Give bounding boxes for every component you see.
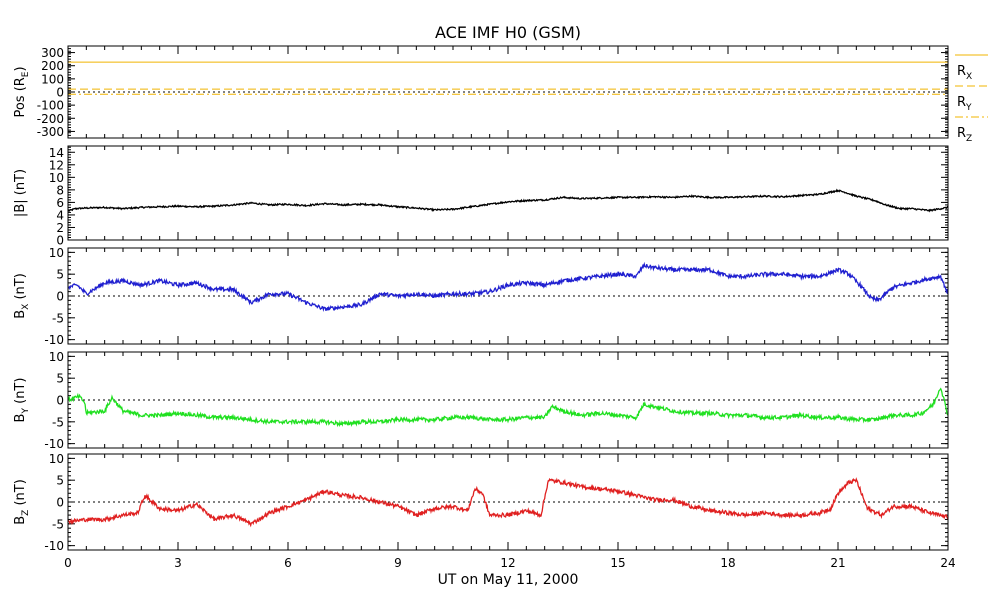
y-tick-label: 10: [49, 350, 64, 364]
y-tick-label: 10: [49, 246, 64, 260]
x-tick-label: 18: [720, 556, 735, 570]
y-tick-label: -300: [37, 125, 64, 139]
legend-label: RZ: [957, 126, 972, 144]
y-tick-label: 2: [56, 221, 64, 235]
y-axis-label: BZ (nT): [13, 479, 31, 525]
panel-bx: -10 -5 0 5 10 BX (nT): [13, 246, 949, 347]
y-tick-label: 0: [56, 394, 64, 408]
x-tick-label: 21: [830, 556, 845, 570]
y-axis-label: BX (nT): [13, 273, 31, 319]
x-tick-label: 15: [610, 556, 625, 570]
y-tick-label: 5: [56, 474, 64, 488]
y-tick-label: 300: [41, 46, 64, 60]
y-tick-label: 0: [56, 290, 64, 304]
y-tick-label: -5: [52, 415, 64, 429]
y-tick-label: 0: [56, 234, 64, 248]
x-axis-label: UT on May 11, 2000: [438, 572, 579, 588]
y-tick-label: 12: [49, 158, 64, 172]
series-line-btot-0: [68, 188, 948, 213]
panel-frame: [67, 145, 949, 241]
y-tick-label: 5: [56, 268, 64, 282]
x-tick-label: 12: [500, 556, 515, 570]
y-tick-label: 0: [56, 86, 64, 100]
y-axis-label: Pos (RE): [13, 66, 31, 117]
y-tick-label: 10: [49, 171, 64, 185]
y-tick-label: 10: [49, 452, 64, 466]
chart-title: ACE IMF H0 (GSM): [435, 23, 581, 42]
y-tick-label: 5: [56, 372, 64, 386]
x-tick-label: 0: [64, 556, 72, 570]
y-tick-label: 4: [56, 208, 64, 222]
panel-frame: [67, 453, 949, 551]
series-line-bx-0: [68, 261, 948, 313]
x-tick-label: 6: [284, 556, 292, 570]
panel-frame: [67, 45, 949, 139]
y-tick-label: -10: [44, 333, 64, 347]
y-axis-label: |B| (nT): [13, 169, 28, 217]
y-tick-label: 8: [56, 183, 64, 197]
series-line-by-0: [68, 387, 948, 428]
y-tick-label: 0: [56, 496, 64, 510]
x-tick-label: 9: [394, 556, 402, 570]
y-tick-label: -200: [37, 112, 64, 126]
y-tick-label: 14: [49, 146, 64, 160]
panel-bz: -10 -5 0 5 10 BZ (nT): [13, 452, 949, 553]
panel-by: -10 -5 0 5 10 BY (nT): [13, 350, 949, 451]
x-tick-label: 3: [174, 556, 182, 570]
series-line-bz-0: [68, 477, 948, 528]
y-tick-label: -100: [37, 99, 64, 113]
panel-frame: [67, 247, 949, 345]
y-tick-label: -10: [44, 539, 64, 553]
legend-label: RX: [957, 64, 972, 82]
x-tick-label: 24: [940, 556, 955, 570]
y-tick-label: -5: [52, 311, 64, 325]
x-axis: 0 3 6 9 12 15 18 21 24: [64, 556, 955, 570]
y-tick-label: 6: [56, 196, 64, 210]
y-axis-label: BY (nT): [13, 378, 31, 423]
y-tick-label: -5: [52, 517, 64, 531]
y-tick-label: 200: [41, 59, 64, 73]
panel-frame: [67, 351, 949, 449]
y-tick-label: 100: [41, 72, 64, 86]
y-tick-label: -10: [44, 437, 64, 451]
legend-label: RY: [957, 95, 972, 113]
